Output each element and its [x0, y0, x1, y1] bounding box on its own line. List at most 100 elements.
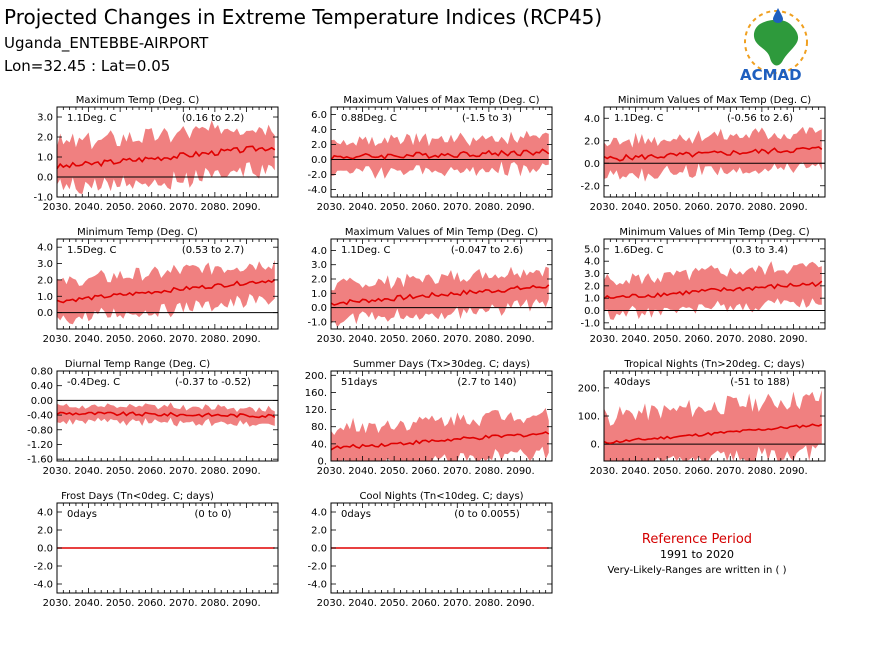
logo-sun-ring-icon — [744, 10, 808, 74]
y-tick-label: 1.0 — [37, 292, 53, 303]
ensemble-mean-line — [603, 280, 823, 300]
water-drop-icon — [773, 8, 783, 23]
x-tick-label: 2090. — [232, 202, 261, 213]
panel-p8: Tropical Nights (Tn>20deg. C; days) 2030.… — [578, 359, 826, 477]
change-annotation: 1.1Deg. C — [67, 113, 116, 124]
y-tick-label: 2.0 — [584, 281, 600, 292]
x-tick-label: 2040. — [621, 334, 650, 345]
y-tick-label: -2.0 — [307, 562, 327, 573]
x-tick-label: 2060. — [137, 334, 166, 345]
x-tick-label: 2060. — [137, 598, 166, 609]
plot-frame — [603, 106, 826, 198]
x-tick-label: 2070. — [716, 466, 745, 477]
x-tick-label: 2070. — [169, 466, 198, 477]
y-tick-label: 4.0 — [311, 125, 327, 136]
panel-p3: Minimum Temp (Deg. C) 2030. 2040. 2050. 2060… — [37, 227, 279, 345]
range-annotation: (-0.56 to 2.6) — [727, 113, 793, 124]
likely-range-band — [604, 390, 822, 461]
panel-title: Diurnal Temp Range (Deg. C) — [65, 359, 210, 370]
x-tick-label: 2080. — [475, 598, 504, 609]
x-tick-label: 2040. — [621, 202, 650, 213]
x-tick-label: 2050. — [380, 334, 409, 345]
x-tick-label: 2040. — [74, 334, 103, 345]
range-annotation: (-0.37 to -0.52) — [175, 377, 251, 388]
reference-note: Very-Likely-Ranges are written in ( ) — [607, 565, 786, 576]
x-tick-label: 2040. — [348, 202, 377, 213]
x-tick-label: 2050. — [106, 466, 135, 477]
plot-frame — [56, 238, 279, 330]
panel-p10: Cool Nights (Tn<10deg. C; days) 2030. 2040… — [307, 491, 553, 609]
likely-range-band — [331, 408, 549, 461]
x-tick-label: 2050. — [653, 334, 682, 345]
x-tick-label: 2050. — [380, 202, 409, 213]
station-coords: Lon=32.45 : Lat=0.05 — [4, 57, 170, 75]
x-tick-label: 2080. — [201, 598, 230, 609]
y-tick-label: -1.60 — [27, 455, 53, 466]
y-tick-label: 4.0 — [311, 508, 327, 519]
x-tick-label: 2080. — [475, 334, 504, 345]
range-annotation: (0.53 to 2.7) — [182, 245, 244, 256]
y-tick-label: 3.0 — [584, 269, 600, 280]
panel-title: Minimum Values of Max Temp (Deg. C) — [618, 95, 811, 106]
panel-title: Minimum Values of Min Temp (Deg. C) — [619, 227, 809, 238]
x-tick-label: 2060. — [411, 598, 440, 609]
y-tick-label: 4.0 — [37, 243, 53, 254]
y-tick-label: 2.0 — [584, 136, 600, 147]
reference-title: Reference Period — [642, 532, 752, 547]
x-tick-label: 2090. — [779, 466, 808, 477]
x-tick-label: 2030. — [43, 598, 72, 609]
y-tick-label: 3.0 — [37, 113, 53, 124]
y-tick-label: 2.0 — [311, 140, 327, 151]
x-tick-label: 2060. — [684, 334, 713, 345]
range-annotation: (0 to 0) — [195, 509, 232, 520]
ensemble-mean-line — [56, 278, 276, 304]
y-tick-label: -0.80 — [27, 425, 53, 436]
x-tick-label: 2090. — [232, 334, 261, 345]
x-tick-label: 2070. — [443, 598, 472, 609]
y-tick-label: -1.20 — [27, 440, 53, 451]
y-tick-label: 4.0 — [584, 114, 600, 125]
x-tick-label: 2030. — [590, 202, 619, 213]
panel-p4: Maximum Values of Min Temp (Deg. C) 2030.… — [307, 227, 553, 345]
x-tick-label: 2040. — [74, 598, 103, 609]
y-tick-label: 3.0 — [311, 260, 327, 271]
plot-frame — [330, 238, 553, 330]
y-tick-label: 1.0 — [584, 294, 600, 305]
plot-frame — [603, 238, 826, 330]
x-tick-label: 2070. — [169, 598, 198, 609]
y-tick-label: 2.0 — [37, 275, 53, 286]
x-tick-label: 2070. — [169, 334, 198, 345]
x-tick-label: 2030. — [590, 334, 619, 345]
y-tick-label: 0. — [317, 457, 327, 468]
y-tick-label: 40. — [311, 439, 327, 450]
x-tick-label: 2050. — [106, 598, 135, 609]
range-annotation: (-1.5 to 3) — [462, 113, 512, 124]
y-tick-label: -4.0 — [307, 185, 327, 196]
y-tick-label: 160. — [305, 388, 327, 399]
change-annotation: 1.5Deg. C — [67, 245, 116, 256]
x-tick-label: 2040. — [348, 334, 377, 345]
likely-range-band — [604, 261, 822, 320]
change-annotation: 0days — [67, 509, 97, 520]
y-tick-label: 0.0 — [584, 306, 600, 317]
panel-p2: Minimum Values of Max Temp (Deg. C) 2030.… — [580, 95, 826, 213]
y-tick-label: 0.0 — [311, 303, 327, 314]
x-tick-label: 2070. — [443, 466, 472, 477]
x-tick-label: 2030. — [317, 334, 346, 345]
x-tick-label: 2040. — [348, 466, 377, 477]
x-tick-label: 2040. — [74, 466, 103, 477]
x-tick-label: 2090. — [506, 466, 535, 477]
ensemble-mean-line — [56, 145, 276, 170]
likely-range-band — [57, 259, 275, 325]
ensemble-mean-line — [56, 411, 276, 419]
acmad-logo: ACMAD — [740, 8, 808, 84]
likely-range-band — [331, 266, 549, 328]
y-tick-label: 100. — [578, 412, 600, 423]
ensemble-mean-line — [603, 423, 823, 445]
x-tick-label: 2070. — [716, 334, 745, 345]
x-tick-label: 2030. — [43, 334, 72, 345]
y-tick-label: -1.0 — [33, 193, 53, 204]
x-tick-label: 2090. — [232, 598, 261, 609]
y-tick-label: 3.0 — [37, 259, 53, 270]
panel-p6: Diurnal Temp Range (Deg. C) 2030. 2040. 205… — [27, 359, 279, 477]
